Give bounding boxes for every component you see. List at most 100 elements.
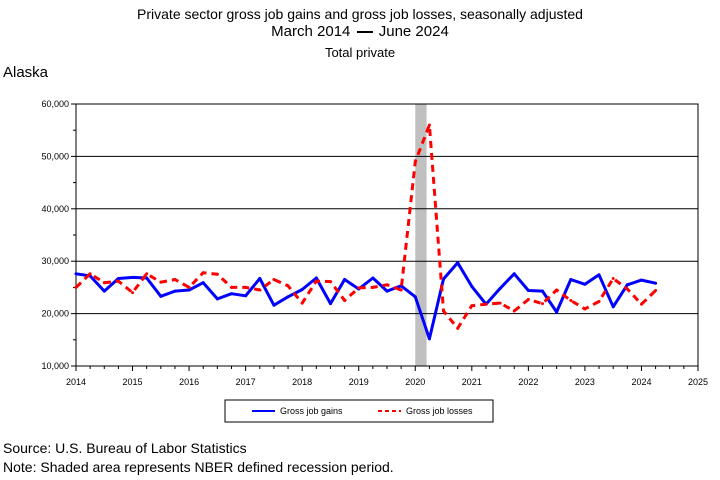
data-point <box>427 123 431 127</box>
data-point <box>639 302 643 306</box>
data-point <box>442 277 446 281</box>
data-point <box>145 272 149 276</box>
data-point <box>328 280 332 284</box>
data-point <box>173 278 177 282</box>
x-tick-label: 2019 <box>349 377 369 387</box>
x-tick-label: 2015 <box>123 377 143 387</box>
data-point <box>258 276 262 280</box>
data-point <box>555 288 559 292</box>
data-point <box>385 289 389 293</box>
x-tick-label: 2025 <box>688 377 708 387</box>
data-point <box>131 275 135 279</box>
data-point <box>357 286 361 290</box>
data-point <box>625 287 629 291</box>
data-point <box>215 272 219 276</box>
data-point <box>512 309 516 313</box>
legend-label-gains: Gross job gains <box>280 406 343 416</box>
data-point <box>159 280 163 284</box>
x-tick-label: 2017 <box>236 377 256 387</box>
data-point <box>286 284 290 288</box>
plot-frame <box>75 103 699 367</box>
data-point <box>102 289 106 293</box>
legend-box <box>224 399 494 423</box>
data-point <box>456 326 460 330</box>
data-point <box>413 295 417 299</box>
x-tick-label: 2023 <box>575 377 595 387</box>
legend-label-losses: Gross job losses <box>406 406 473 416</box>
data-point <box>173 289 177 293</box>
grid-layer <box>76 155 698 315</box>
x-tick-label: 2018 <box>292 377 312 387</box>
recession-note: Note: Shaded area represents NBER define… <box>3 459 394 475</box>
data-point <box>131 291 135 295</box>
data-point <box>116 276 120 280</box>
data-point <box>343 278 347 282</box>
data-point <box>286 295 290 299</box>
legend: Gross job gains Gross job losses <box>224 399 494 423</box>
y-tick-label: 10,000 <box>41 361 69 371</box>
y-tick-label: 60,000 <box>41 99 69 109</box>
period-dash-marker <box>356 31 373 34</box>
chart-subtitle-period: March 2014 June 2024 <box>0 23 720 41</box>
data-point <box>470 304 474 308</box>
data-point <box>230 292 233 296</box>
data-point <box>244 285 248 289</box>
data-point <box>244 294 248 298</box>
series-gross-job-losses <box>74 123 657 330</box>
series-gross-job-gains <box>75 261 656 341</box>
data-point <box>314 279 318 283</box>
data-point <box>526 289 530 293</box>
data-point <box>484 302 488 306</box>
data-point <box>512 272 516 276</box>
x-tick-label: 2022 <box>518 377 538 387</box>
data-point <box>597 273 601 277</box>
data-point <box>300 287 304 291</box>
data-point <box>442 309 446 313</box>
axis-layer: 10,000 20,000 30,000 40,000 50,000 60,000 2014… <box>41 99 708 387</box>
y-tick-label: 40,000 <box>41 204 69 214</box>
job-gains-losses-chart: 10,000 20,000 30,000 40,000 50,000 60,000 2014… <box>41 99 708 423</box>
y-tick-label: 30,000 <box>41 256 69 266</box>
data-point <box>498 286 502 290</box>
data-point <box>215 297 219 301</box>
data-point <box>526 297 530 301</box>
data-point <box>314 276 318 280</box>
data-point <box>654 281 658 285</box>
data-point <box>541 289 544 293</box>
recession-layer <box>415 104 427 366</box>
data-point <box>385 283 389 287</box>
data-point <box>74 272 78 276</box>
data-point <box>456 261 460 265</box>
data-point <box>328 302 332 306</box>
data-point <box>498 301 502 305</box>
data-point <box>611 276 615 280</box>
data-point <box>371 285 375 289</box>
data-point <box>272 303 276 307</box>
data-point <box>427 337 431 341</box>
data-point <box>470 284 474 288</box>
period-start: March 2014 <box>271 23 351 40</box>
data-point <box>272 278 276 282</box>
data-point <box>371 276 375 280</box>
data-point <box>159 294 163 298</box>
data-point <box>116 279 120 283</box>
data-point <box>187 285 191 289</box>
data-point <box>343 299 347 302</box>
period-end: June 2024 <box>378 23 449 40</box>
x-tick-label: 2014 <box>66 377 86 387</box>
data-point <box>201 271 205 275</box>
series-layer <box>74 123 658 341</box>
data-point <box>258 288 262 292</box>
x-tick-label: 2016 <box>179 377 199 387</box>
data-point <box>201 281 205 285</box>
chart-subtitle-sector: Total private <box>324 45 396 60</box>
y-tick-label: 20,000 <box>41 309 69 319</box>
data-point <box>583 307 587 311</box>
data-point <box>654 289 658 293</box>
data-point <box>399 288 403 292</box>
data-point <box>625 283 629 287</box>
data-point <box>583 282 587 286</box>
data-point <box>569 278 573 282</box>
data-point <box>569 299 573 302</box>
y-tick-label: 50,000 <box>41 151 69 161</box>
